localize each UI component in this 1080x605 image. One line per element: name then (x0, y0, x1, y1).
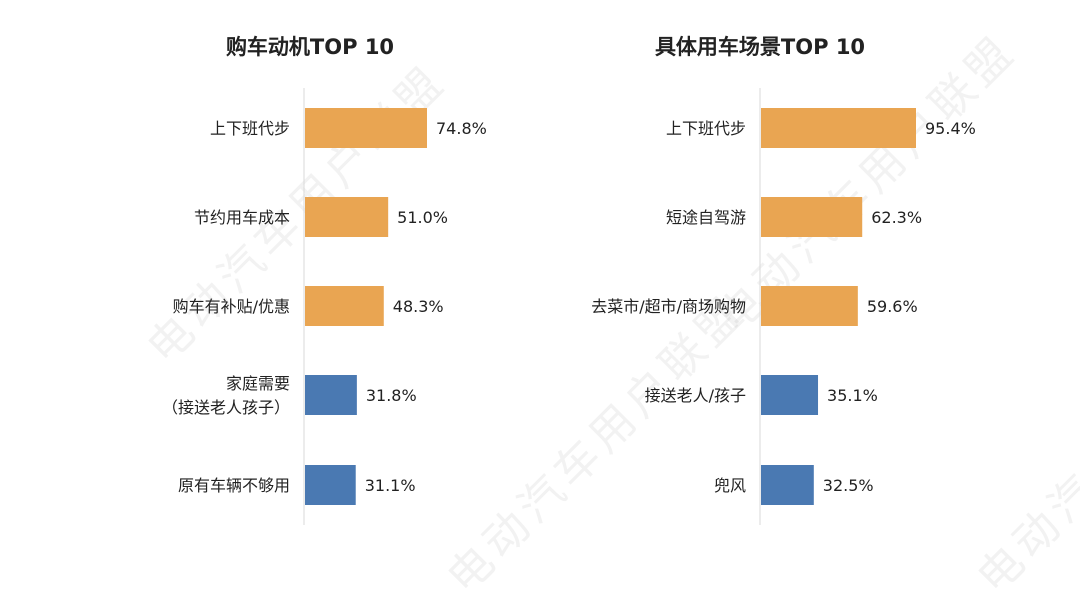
data-label: 74.8% (436, 119, 487, 138)
chart-title: 购车动机TOP 10 (226, 35, 394, 59)
category-label: 购车有补贴/优惠 (173, 297, 290, 316)
bar (761, 108, 916, 148)
data-label: 95.4% (925, 119, 976, 138)
bar (761, 286, 858, 326)
data-label: 51.0% (397, 208, 448, 227)
category-label: 上下班代步 (666, 119, 746, 138)
data-label: 59.6% (867, 297, 918, 316)
category-label: 接送老人/孩子 (645, 386, 746, 405)
category-label: （接送老人孩子） (162, 398, 290, 417)
category-label: 节约用车成本 (194, 208, 290, 227)
data-label: 32.5% (823, 476, 874, 495)
bar (305, 108, 427, 148)
data-label: 48.3% (393, 297, 444, 316)
data-label: 62.3% (871, 208, 922, 227)
bar (305, 375, 357, 415)
category-label: 上下班代步 (210, 119, 290, 138)
category-label: 原有车辆不够用 (178, 476, 290, 495)
chart-purchase-motivation: 购车动机TOP 10 74.8% 上下班代步 51.0% 节约用车成本 48.3% 购车有补… (162, 35, 487, 525)
category-label: 家庭需要 (226, 374, 290, 393)
bar (305, 286, 384, 326)
data-label: 35.1% (827, 386, 878, 405)
category-label: 短途自驾游 (666, 208, 746, 227)
data-label: 31.8% (366, 386, 417, 405)
chart-usage-scenarios: 具体用车场景TOP 10 95.4% 上下班代步 62.3% 短途自驾游 59.6% 去菜市… (591, 35, 976, 525)
chart-title: 具体用车场景TOP 10 (655, 35, 865, 59)
charts-canvas: 购车动机TOP 10 74.8% 上下班代步 51.0% 节约用车成本 48.3% 购车有补… (162, 35, 976, 525)
bar (761, 197, 863, 237)
bar (761, 375, 819, 415)
data-label: 31.1% (365, 476, 416, 495)
bar (761, 465, 814, 505)
category-label: 兜风 (714, 476, 746, 495)
category-label: 去菜市/超市/商场购物 (591, 297, 746, 316)
bar (305, 197, 389, 237)
bar (305, 465, 356, 505)
